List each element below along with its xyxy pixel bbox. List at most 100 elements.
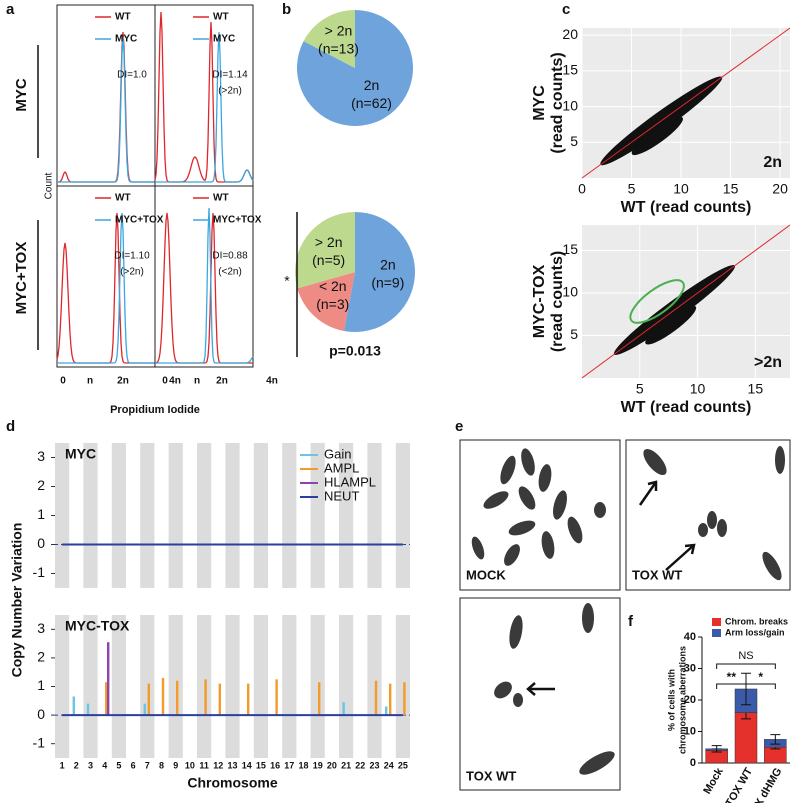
chromosome-band	[282, 615, 297, 758]
plot-title: MYC	[65, 446, 96, 462]
x-tick-label: 5	[116, 760, 121, 770]
significance: *	[758, 670, 763, 684]
chromosome-band	[253, 443, 268, 588]
y-tick-label: 3	[37, 620, 45, 636]
chromosomes	[471, 446, 785, 775]
cnv-bar	[107, 642, 110, 716]
chromosome-band	[367, 443, 382, 588]
legend-label: Gain	[324, 446, 351, 461]
slice-label: > 2n	[315, 234, 343, 250]
legend-label: WT	[213, 193, 229, 204]
chromosome-band	[55, 443, 70, 588]
cnv-bar	[143, 703, 146, 716]
histogram-curve	[57, 31, 155, 183]
histogram-curve	[56, 212, 155, 364]
y-label: Copy Number Variation	[9, 523, 25, 678]
plot-frame	[56, 4, 156, 187]
panel-label: f	[628, 613, 634, 630]
chromosome-band	[168, 443, 183, 588]
bar-segment	[734, 712, 758, 764]
significance-bracket	[716, 683, 747, 689]
y-tick-label: 20	[684, 694, 696, 706]
chromosome-band	[310, 615, 325, 758]
error-bar	[711, 745, 722, 753]
x-tick-label: 2n	[216, 376, 228, 387]
x-tick-label: 2	[74, 760, 79, 770]
y-label: % of cells with	[666, 669, 676, 731]
x-tick-label: 12	[213, 760, 223, 770]
cnv-bar	[105, 682, 108, 716]
legend-label: MYC	[213, 34, 235, 45]
x-tick-label: 5	[628, 181, 636, 197]
x-tick-label: 18	[298, 760, 308, 770]
x-tick-label: 10	[673, 181, 689, 197]
chromosome-band	[197, 615, 212, 758]
x-tick-label: 4n	[266, 376, 278, 387]
cnv-bar	[147, 683, 150, 716]
di-label: DI=1.0	[117, 70, 147, 81]
di-note: (>2n)	[218, 86, 242, 97]
x-tick-label: 9	[173, 760, 178, 770]
cnv-bar	[86, 703, 90, 716]
corner-label: 2n	[763, 154, 782, 171]
x-tick-label: 16	[270, 760, 280, 770]
significance: NS	[738, 650, 753, 662]
y-tick-label: -1	[33, 734, 46, 750]
significance: *	[284, 273, 290, 289]
chromosome-band	[395, 443, 410, 588]
di-label: DI=0.88	[212, 251, 248, 262]
chromosome-band	[140, 443, 155, 588]
y-tick-label: 1	[37, 506, 45, 522]
cloud	[631, 116, 683, 156]
y-tick-label: 10	[562, 284, 578, 300]
x-label: WT (read counts)	[621, 399, 752, 416]
cnv-bar	[385, 706, 388, 716]
cnv-bar	[389, 683, 392, 716]
x-tick-label: 24	[384, 760, 394, 770]
legend-label: HLAMPL	[324, 474, 376, 489]
slice-value: (n=62)	[351, 95, 392, 111]
chromosome-band	[367, 615, 382, 758]
x-tick-label: 0	[60, 376, 66, 387]
y-tick-label: 5	[570, 326, 578, 342]
y-tick-label: 10	[684, 725, 696, 737]
panel-label: a	[6, 1, 15, 18]
x-tick-label: 8	[159, 760, 164, 770]
legend-label: WT	[115, 193, 131, 204]
histogram-curve	[154, 212, 253, 364]
x-tick-label: 15	[256, 760, 266, 770]
x-tick-label: Mock	[701, 765, 726, 796]
chromosome-band	[111, 443, 126, 588]
chromosome-band	[395, 615, 410, 758]
x-label: WT (read counts)	[621, 199, 752, 216]
chromosome-band	[140, 615, 155, 758]
legend-label: Arm loss/gain	[725, 627, 785, 637]
y-label: (read counts)	[549, 52, 566, 153]
error-bar	[770, 734, 781, 745]
significance: **	[727, 670, 737, 684]
image-label: TOX WT	[632, 567, 682, 582]
y-label: MYC-TOX	[531, 264, 548, 338]
pie-slice	[343, 212, 415, 332]
x-tick-label: 0	[578, 181, 586, 197]
chromosome-band	[55, 615, 70, 758]
x-tick-label: n	[194, 376, 200, 387]
di-note: (<2n)	[218, 267, 242, 278]
y-tick-label: 15	[562, 62, 578, 78]
cnv-bar	[342, 702, 345, 716]
y-tick-label: 0	[690, 757, 696, 769]
row-label: MYC	[13, 78, 30, 112]
cnv-bar	[247, 683, 250, 716]
cnv-bar	[318, 682, 321, 716]
pie-slice	[303, 10, 355, 68]
chromosome-band	[197, 443, 212, 588]
slice-label: < 2n	[319, 278, 347, 294]
identity-line	[581, 27, 791, 179]
x-tick-label: 0	[162, 376, 168, 387]
y-tick-label: -1	[33, 564, 46, 580]
chromosome-band	[83, 443, 98, 588]
x-tick-label: 19	[313, 760, 323, 770]
panel-label: c	[562, 1, 570, 18]
y-tick-label: 0	[37, 535, 45, 551]
